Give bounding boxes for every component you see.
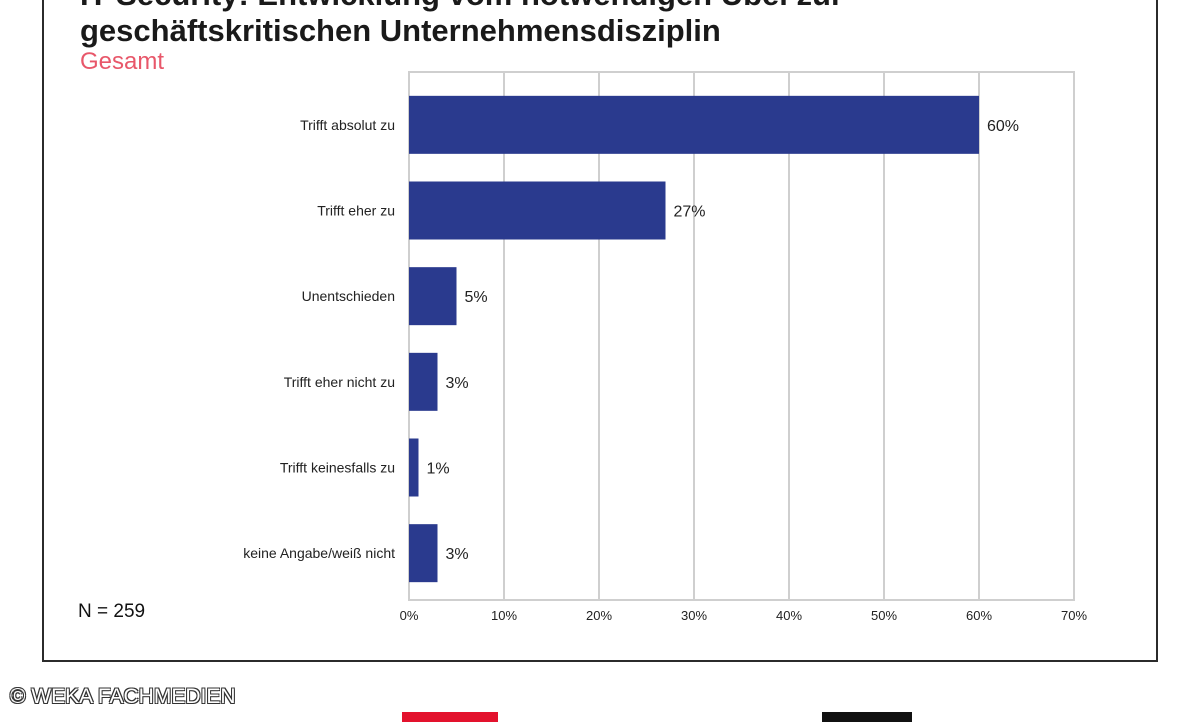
value-label: 60% bbox=[987, 118, 1019, 135]
category-label: Trifft keinesfalls zu bbox=[280, 460, 395, 476]
category-label: Trifft eher zu bbox=[317, 203, 395, 219]
bar bbox=[409, 438, 419, 497]
bar bbox=[409, 95, 979, 154]
x-tick-label: 60% bbox=[966, 608, 992, 623]
bar bbox=[409, 181, 666, 240]
x-tick-label: 50% bbox=[871, 608, 897, 623]
category-label: keine Angabe/weiß nicht bbox=[243, 545, 395, 561]
copyright-credit: © WEKA FACHMEDIEN bbox=[10, 685, 236, 708]
chart-subtitle: Gesamt bbox=[80, 48, 165, 75]
publisher-logo-fragment bbox=[402, 712, 498, 722]
x-tick-label: 40% bbox=[776, 608, 802, 623]
bar bbox=[409, 524, 438, 583]
bar bbox=[409, 267, 457, 326]
category-label: Trifft absolut zu bbox=[300, 117, 395, 133]
value-label: 3% bbox=[446, 546, 469, 563]
chart-title-line-2: geschäftskritischen Unternehmensdiszipli… bbox=[80, 13, 721, 48]
chart-title: IT-Security: Entwicklung vom notwendigen… bbox=[80, 0, 843, 49]
category-label: Unentschieden bbox=[302, 288, 395, 304]
x-tick-label: 30% bbox=[681, 608, 707, 623]
x-tick-label: 70% bbox=[1061, 608, 1087, 623]
publisher-wordmark-fragment bbox=[822, 712, 912, 722]
value-label: 5% bbox=[465, 289, 488, 306]
x-tick-label: 10% bbox=[491, 608, 517, 623]
category-label: Trifft eher nicht zu bbox=[284, 374, 395, 390]
x-tick-label: 20% bbox=[586, 608, 612, 623]
x-tick-label: 0% bbox=[400, 608, 419, 623]
value-label: 3% bbox=[446, 375, 469, 392]
chart-title-line-1: IT-Security: Entwicklung vom notwendigen… bbox=[80, 0, 843, 13]
bar bbox=[409, 352, 438, 411]
sample-size-note: N = 259 bbox=[78, 601, 146, 622]
value-label: 1% bbox=[427, 461, 450, 478]
value-label: 27% bbox=[674, 204, 706, 221]
